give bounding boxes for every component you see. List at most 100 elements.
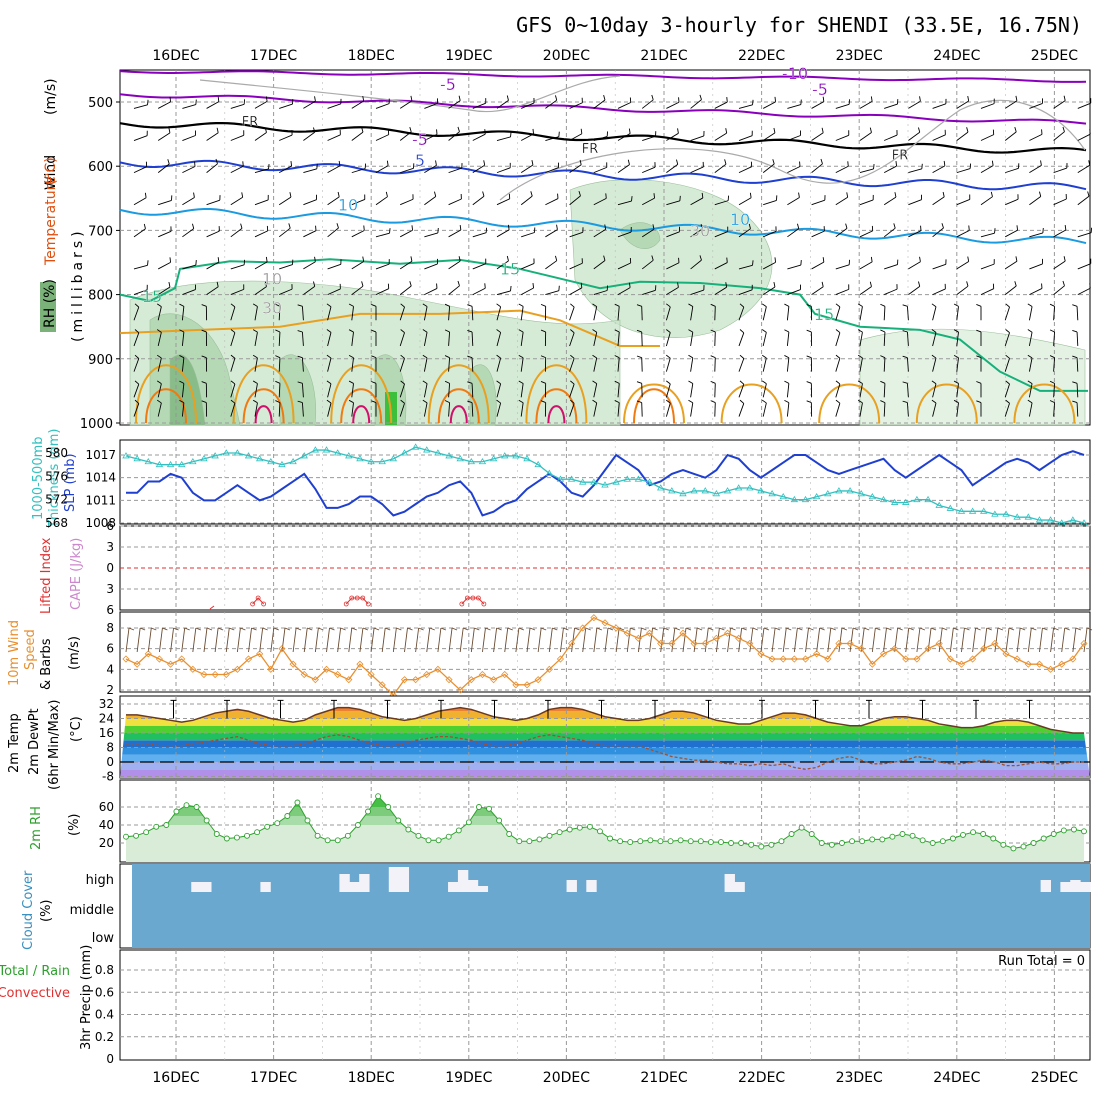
wind-barb [932, 357, 937, 372]
temperature-contour [449, 405, 468, 424]
wind-barb-flag [710, 329, 716, 333]
wind-barb-flag [483, 160, 486, 166]
wind10-barb-flag [919, 627, 926, 631]
wind-barb-flag [362, 256, 365, 262]
wind-barb [496, 100, 509, 109]
rh-marker [869, 836, 876, 843]
thickness-marker [289, 457, 297, 465]
temperature-contour [145, 388, 187, 424]
rh-marker [304, 817, 311, 824]
wind-barb-flag [870, 256, 873, 262]
wind10-marker [645, 629, 654, 637]
wind-barb [254, 101, 268, 109]
wind-barb [230, 332, 236, 347]
rh-marker [929, 840, 936, 846]
rh-marker [960, 831, 966, 838]
wind-barb-flag [688, 354, 694, 359]
wind-barb [1076, 331, 1079, 346]
wind-barb-flag [540, 400, 546, 403]
wind10-barb-flag [741, 627, 747, 631]
wind-barb-flag [400, 329, 405, 333]
wind-barb [351, 230, 365, 238]
wind-barb [133, 289, 148, 296]
wind10-barb-flag [507, 627, 513, 631]
wind10-marker [902, 655, 910, 663]
wind-barb [1029, 232, 1043, 238]
wind-barb [714, 132, 727, 141]
wind-barb-flag [953, 354, 959, 359]
wind-barb [400, 167, 414, 174]
wind-barb [593, 166, 607, 174]
wind-barb [811, 163, 823, 173]
contour-label: 10 [262, 270, 282, 289]
wind10-marker [590, 614, 598, 622]
wind10-barb [303, 627, 308, 653]
wind-barb [617, 262, 631, 270]
thickness-marker [378, 457, 386, 465]
wind10-marker [356, 660, 364, 668]
wind-barb-flag [700, 224, 703, 230]
wind-barb-flag [835, 329, 841, 333]
wind-barb [399, 332, 405, 347]
wind-barb-flag [666, 380, 671, 385]
wind-barb [375, 263, 390, 270]
wind-barb-flag [518, 303, 524, 307]
wind-barb-flag [710, 355, 716, 359]
date-label-bottom: 21DEC [640, 1070, 687, 1086]
wind10-barb [1072, 627, 1077, 653]
wind10-barb [381, 627, 386, 653]
wind-barb-flag [677, 282, 679, 288]
wind10-barb-flag [942, 627, 948, 631]
wind-barb [908, 168, 922, 174]
wind-barb [157, 402, 162, 417]
wind-barb-flag [1072, 355, 1078, 359]
wind10-marker [846, 639, 854, 648]
wind-barb [569, 403, 575, 417]
wind-barb-flag [275, 303, 281, 307]
wind-barb [496, 136, 511, 141]
wind-barb [399, 383, 405, 398]
thickness-marker [779, 492, 787, 500]
date-label-bottom: 20DEC [543, 1070, 590, 1086]
rh-marker [496, 817, 503, 824]
wind-barb [182, 289, 196, 296]
wind-barb-flag [894, 192, 897, 198]
wind-barb [980, 103, 995, 109]
rh2m-panel: 20 40 60 [99, 779, 1091, 863]
wind10-barb-flag [641, 627, 647, 631]
wind-barb-flag [1072, 381, 1078, 384]
wind-barb [448, 285, 460, 295]
wind10-marker [523, 681, 531, 689]
wind-barb-flag [739, 303, 745, 308]
thickness-marker [612, 478, 620, 485]
wind-barb-flag [726, 257, 728, 263]
wind-barb-flag [167, 159, 170, 165]
wind-barb [399, 229, 413, 238]
wind10-barb-flag [173, 627, 179, 631]
wind10-barb [314, 627, 319, 653]
wind10-marker [679, 629, 687, 637]
wind-barb [883, 357, 886, 372]
upper-ylabel-rh-box [40, 282, 56, 332]
wind10-barb-flag [329, 627, 335, 631]
wind-barb-flag [422, 329, 428, 333]
wind-barb-flag [1005, 303, 1010, 308]
rh-marker [395, 817, 402, 824]
wind-barb [593, 402, 598, 417]
wind10-barb [704, 627, 709, 653]
wind-barb-flag [241, 192, 244, 198]
wind10-barb-flag [986, 627, 992, 631]
wind10-barb [626, 627, 631, 653]
wind10-marker [166, 660, 175, 668]
wind-barb [254, 168, 269, 174]
date-label-top: 16DEC [152, 48, 199, 64]
li-tick: 0 [106, 561, 114, 575]
rh-marker [647, 837, 654, 844]
wind10-barb-flag [685, 627, 692, 631]
wind10-marker [857, 645, 865, 653]
wind-barb [932, 196, 945, 206]
thickness-marker [122, 452, 130, 459]
wind-barb [932, 103, 946, 109]
